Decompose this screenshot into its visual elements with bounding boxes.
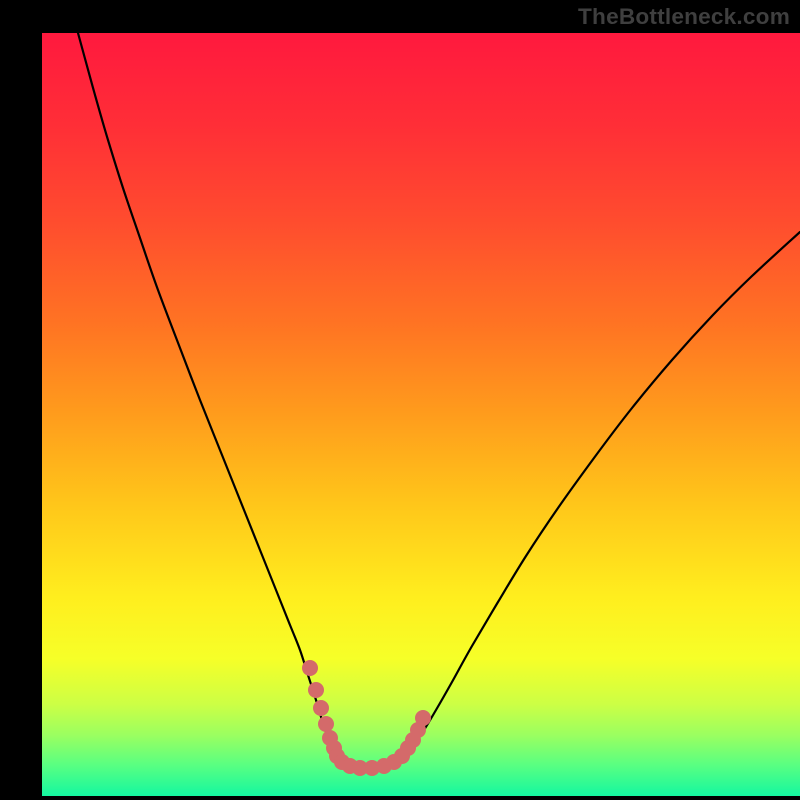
chart-overlay xyxy=(0,0,800,800)
curve-dot xyxy=(415,710,431,726)
curve-dot xyxy=(313,700,329,716)
bottleneck-curve xyxy=(78,33,800,767)
bottleneck-dots xyxy=(302,660,431,776)
curve-path xyxy=(78,33,800,767)
curve-dot xyxy=(318,716,334,732)
watermark-text: TheBottleneck.com xyxy=(578,4,790,30)
curve-dot xyxy=(302,660,318,676)
chart-stage: TheBottleneck.com xyxy=(0,0,800,800)
curve-dot xyxy=(308,682,324,698)
